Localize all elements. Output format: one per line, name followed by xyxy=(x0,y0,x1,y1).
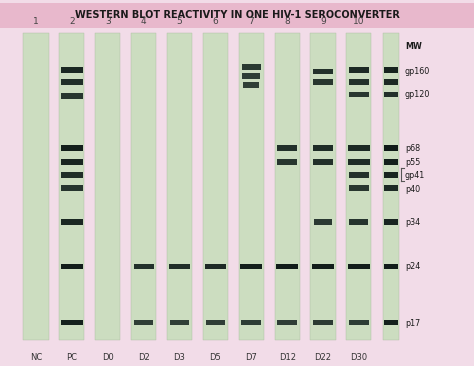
Bar xyxy=(277,159,297,165)
Bar xyxy=(167,33,192,340)
Bar xyxy=(61,79,83,85)
Bar xyxy=(61,264,83,269)
Bar xyxy=(61,159,83,165)
Text: D12: D12 xyxy=(279,353,296,362)
Text: 1: 1 xyxy=(33,16,39,26)
Bar xyxy=(384,172,398,178)
Text: 3: 3 xyxy=(105,16,110,26)
Bar xyxy=(313,68,333,74)
Bar xyxy=(349,172,369,178)
Bar xyxy=(313,79,333,85)
Bar xyxy=(312,264,334,269)
Bar xyxy=(348,67,369,72)
Text: 5: 5 xyxy=(177,16,182,26)
Bar xyxy=(349,186,369,191)
Bar xyxy=(203,33,228,340)
Bar xyxy=(313,145,333,151)
Bar xyxy=(61,172,83,178)
Text: p40: p40 xyxy=(405,185,420,194)
Bar xyxy=(240,264,262,269)
Bar xyxy=(241,320,261,325)
Bar xyxy=(384,145,398,151)
Text: PC: PC xyxy=(66,353,77,362)
Bar xyxy=(384,67,398,72)
Bar xyxy=(314,219,332,225)
Bar xyxy=(313,159,333,165)
Text: gp160: gp160 xyxy=(405,67,430,76)
Bar xyxy=(61,93,83,99)
Bar xyxy=(349,219,368,225)
Bar xyxy=(134,264,154,269)
Bar xyxy=(61,145,83,151)
Bar xyxy=(277,145,297,151)
Bar xyxy=(61,186,83,191)
Bar xyxy=(384,320,398,325)
Bar xyxy=(59,33,84,340)
Bar xyxy=(277,320,297,325)
Bar xyxy=(170,320,189,325)
Bar xyxy=(384,159,398,165)
Text: 8: 8 xyxy=(284,16,290,26)
Text: 7: 7 xyxy=(248,16,254,26)
Bar xyxy=(276,264,298,269)
Bar xyxy=(61,320,83,325)
Bar xyxy=(169,264,190,269)
Text: p55: p55 xyxy=(405,158,420,167)
Bar xyxy=(384,186,398,191)
Text: 2: 2 xyxy=(69,16,74,26)
Text: p34: p34 xyxy=(405,217,420,227)
Text: gp120: gp120 xyxy=(405,90,430,99)
Text: p17: p17 xyxy=(405,319,420,328)
Bar xyxy=(61,219,83,225)
Bar xyxy=(313,320,333,325)
Text: p24: p24 xyxy=(405,262,420,271)
Text: MW: MW xyxy=(405,42,422,51)
Bar xyxy=(274,33,300,340)
Bar xyxy=(349,79,369,85)
Bar xyxy=(384,264,398,269)
Bar xyxy=(384,79,398,85)
Bar xyxy=(383,33,399,340)
Bar xyxy=(310,33,336,340)
Bar xyxy=(23,33,48,340)
Text: D5: D5 xyxy=(210,353,221,362)
Text: D30: D30 xyxy=(350,353,367,362)
Bar xyxy=(242,64,261,70)
Text: 10: 10 xyxy=(353,16,365,26)
Text: NC: NC xyxy=(30,353,42,362)
Bar xyxy=(349,92,369,97)
Bar xyxy=(242,73,260,79)
Text: WESTERN BLOT REACTIVITY IN ONE HIV-1 SEROCONVERTER: WESTERN BLOT REACTIVITY IN ONE HIV-1 SER… xyxy=(74,10,400,20)
Bar xyxy=(134,320,153,325)
Bar xyxy=(348,159,370,165)
Bar xyxy=(131,33,156,340)
Bar xyxy=(205,264,226,269)
Bar xyxy=(61,67,83,72)
Text: 9: 9 xyxy=(320,16,326,26)
Text: 4: 4 xyxy=(141,16,146,26)
Bar xyxy=(384,219,398,225)
Text: 6: 6 xyxy=(212,16,218,26)
Bar xyxy=(95,33,120,340)
Bar xyxy=(239,33,264,340)
Bar xyxy=(348,264,370,269)
Text: p68: p68 xyxy=(405,144,420,153)
Bar xyxy=(243,82,259,88)
Text: D0: D0 xyxy=(102,353,114,362)
Bar xyxy=(346,33,372,340)
Bar xyxy=(206,320,225,325)
Text: gp41: gp41 xyxy=(405,171,425,180)
Text: D2: D2 xyxy=(138,353,149,362)
Text: D22: D22 xyxy=(315,353,331,362)
Bar xyxy=(348,145,370,151)
Bar xyxy=(0,3,474,28)
Text: D7: D7 xyxy=(246,353,257,362)
Bar xyxy=(384,92,398,97)
Bar xyxy=(348,320,369,325)
Text: D3: D3 xyxy=(173,353,185,362)
